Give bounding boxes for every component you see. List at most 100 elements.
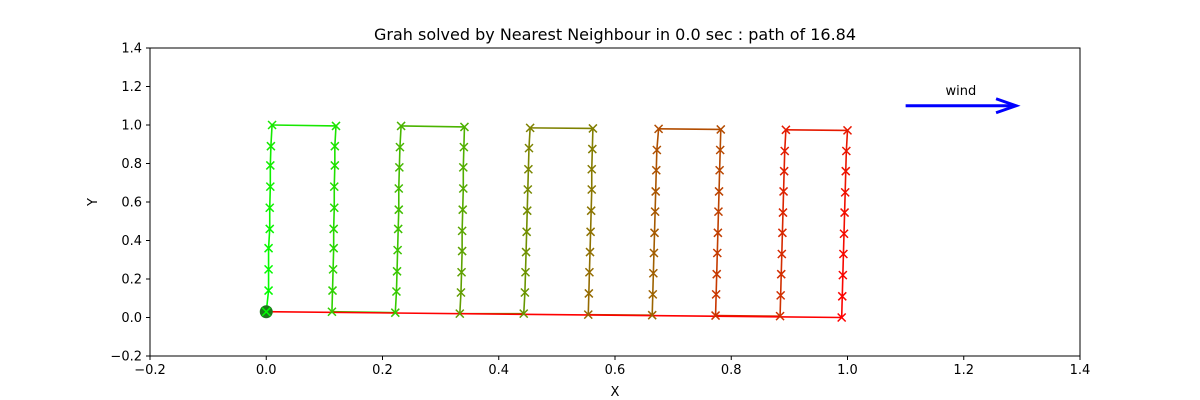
- path-segment: [460, 271, 463, 294]
- node-marker: [519, 309, 529, 319]
- node-marker: [837, 291, 847, 301]
- y-tick-label: 0.0: [121, 311, 142, 326]
- node-marker: [776, 269, 786, 279]
- path-segment: [332, 247, 335, 271]
- node-marker: [394, 183, 404, 194]
- y-tick-label: 1.2: [121, 80, 142, 95]
- x-tick-label: 0.4: [488, 363, 509, 378]
- path-segment: [718, 169, 721, 193]
- path-segment: [651, 272, 655, 296]
- node-marker: [587, 144, 597, 154]
- node-marker: [712, 269, 722, 279]
- path-segment: [332, 206, 336, 230]
- node-marker: [265, 203, 275, 213]
- node-marker: [587, 164, 597, 174]
- path-segment: [841, 274, 844, 298]
- node-marker: [330, 141, 340, 151]
- node-marker: [521, 247, 531, 257]
- node-marker: [392, 266, 402, 276]
- node-marker: [393, 224, 403, 234]
- path-segment: [653, 232, 656, 254]
- data-marks: [259, 120, 853, 323]
- path-segment: [588, 271, 591, 295]
- path-segment: [779, 273, 783, 297]
- y-tick-label: 0.6: [121, 196, 142, 211]
- path-segment: [785, 129, 849, 132]
- node-marker: [457, 267, 467, 277]
- node-marker: [264, 264, 274, 274]
- path-segment: [461, 208, 464, 232]
- path-segment: [527, 147, 530, 171]
- node-marker: [327, 307, 337, 317]
- node-marker: [588, 123, 598, 133]
- x-tick-label: 0.0: [256, 363, 277, 378]
- node-marker: [457, 226, 467, 236]
- path-segment: [525, 231, 528, 253]
- node-marker: [395, 142, 405, 152]
- path-segment: [781, 232, 784, 255]
- node-marker: [649, 248, 659, 258]
- path-segment: [655, 149, 658, 172]
- path-segment: [333, 164, 336, 188]
- node-marker: [839, 229, 849, 239]
- path-segment: [653, 210, 656, 234]
- path-segment: [840, 295, 844, 319]
- x-tick-label: 1.4: [1070, 363, 1091, 378]
- path-segment: [527, 168, 530, 191]
- path-segment: [783, 129, 787, 152]
- node-marker: [459, 142, 469, 152]
- node-marker: [715, 145, 725, 155]
- x-tick-label: 0.8: [721, 363, 742, 378]
- path-segment: [845, 129, 849, 152]
- path-segment: [331, 268, 334, 292]
- path-segment: [843, 211, 846, 235]
- node-marker: [652, 145, 662, 155]
- path-segment: [590, 188, 593, 212]
- node-marker: [838, 270, 848, 280]
- x-tick-label: −0.2: [134, 363, 166, 378]
- path-segment: [717, 190, 720, 213]
- node-marker: [330, 160, 340, 170]
- node-marker: [780, 146, 790, 156]
- path-segment: [462, 146, 465, 169]
- node-marker: [523, 184, 533, 195]
- path-segment: [529, 127, 594, 130]
- path-segment: [780, 253, 783, 275]
- node-marker: [523, 164, 533, 174]
- path-segment: [591, 127, 594, 150]
- x-axis-label: X: [611, 385, 620, 400]
- node-marker: [391, 286, 401, 297]
- path-segment: [844, 170, 847, 194]
- node-marker: [390, 308, 400, 318]
- node-marker: [586, 227, 596, 237]
- node-marker: [587, 184, 597, 195]
- node-marker: [458, 205, 468, 215]
- path-segment: [781, 211, 784, 234]
- path-segment: [526, 188, 529, 212]
- node-marker: [522, 206, 532, 216]
- path-segment: [397, 208, 400, 230]
- path-segment: [590, 148, 594, 171]
- path-segment: [714, 293, 717, 317]
- node-marker: [716, 124, 726, 134]
- node-marker: [775, 311, 785, 321]
- y-axis-label: Y: [86, 198, 101, 207]
- path-segment: [522, 291, 526, 315]
- node-marker: [329, 203, 339, 213]
- path-segment: [844, 150, 848, 172]
- node-marker: [584, 288, 594, 298]
- path-segment: [399, 125, 402, 148]
- node-marker: [586, 206, 596, 216]
- node-marker: [842, 125, 853, 135]
- node-marker: [841, 166, 851, 176]
- path-segment: [268, 185, 272, 209]
- path-segment: [779, 294, 782, 317]
- node-marker: [265, 160, 275, 170]
- node-marker: [393, 245, 403, 255]
- path-segment: [524, 271, 527, 294]
- path-segment: [715, 252, 719, 275]
- path-segment: [334, 125, 337, 147]
- node-marker: [711, 289, 721, 299]
- node-marker: [457, 246, 467, 256]
- y-tick-label: 0.2: [121, 273, 142, 288]
